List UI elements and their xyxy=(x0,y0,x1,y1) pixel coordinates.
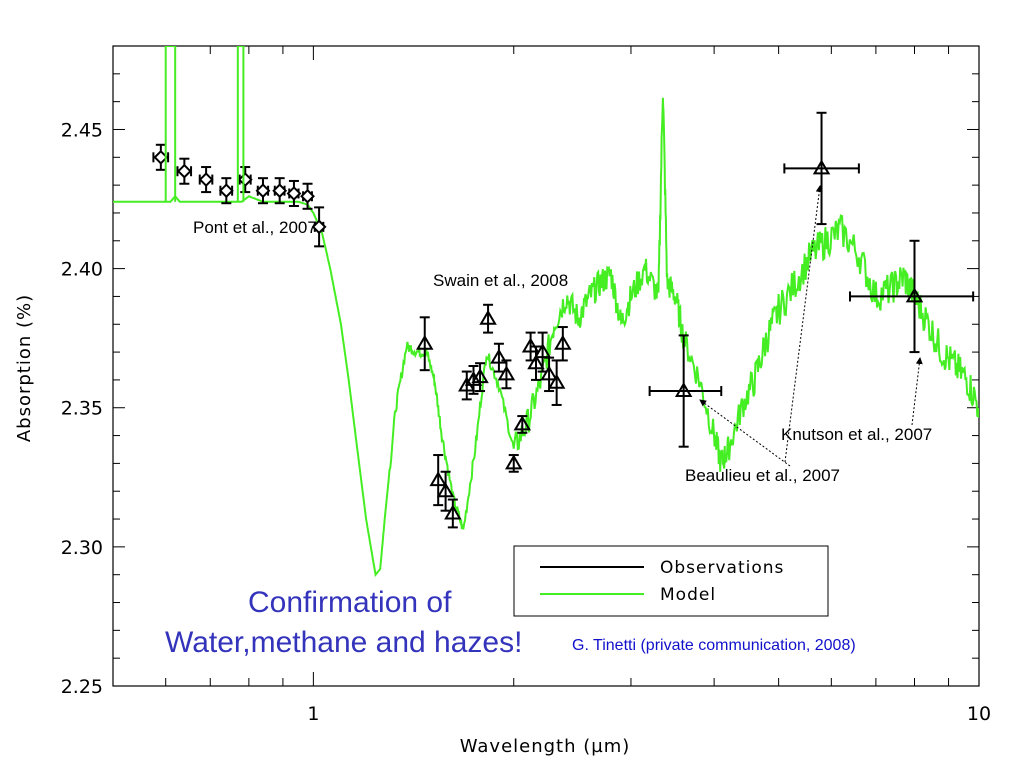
obs-point-triangle xyxy=(444,504,462,520)
confirmation-line-2: Water,methane and hazes! xyxy=(165,626,522,659)
obs-point-triangle xyxy=(540,365,558,381)
obs-point-triangle xyxy=(497,365,516,381)
plot-frame xyxy=(112,45,980,687)
obs-point-triangle xyxy=(436,482,455,498)
knutson-arrow-upper xyxy=(784,185,823,463)
obs-point-triangle xyxy=(479,309,497,325)
x-tick-label: 1 xyxy=(307,703,319,725)
y-tick-label: 2.25 xyxy=(61,676,103,698)
obs-point-triangle xyxy=(429,471,447,487)
obs-point-diamond xyxy=(272,183,288,199)
obs-point-diamond xyxy=(300,188,315,204)
annotation-knutson: Knutson et al., 2007 xyxy=(781,425,932,444)
y-tick-label: 2.40 xyxy=(61,259,103,281)
y-tick-label: 2.35 xyxy=(61,398,103,420)
obs-point-triangle xyxy=(674,382,693,398)
obs-point-triangle xyxy=(471,368,489,384)
y-tick-label: 2.45 xyxy=(61,119,103,141)
annotation-swain: Swain et al., 2008 xyxy=(433,271,568,290)
credit-note: G. Tinetti (private communication, 2008) xyxy=(572,637,856,654)
obs-point-triangle xyxy=(464,370,483,386)
obs-point-diamond xyxy=(218,183,234,199)
obs-point-triangle xyxy=(547,373,566,389)
model-spike xyxy=(236,46,245,202)
obs-point-triangle xyxy=(812,159,831,175)
observation-points xyxy=(152,111,975,529)
x-axis-title: Wavelength (µm) xyxy=(460,736,631,757)
legend-observations-label: Observations xyxy=(660,558,784,578)
annotation-beaulieu: Beaulieu et al., 2007 xyxy=(685,466,840,485)
obs-point-triangle xyxy=(527,354,545,370)
x-tick-labels: 1 10 xyxy=(307,703,991,725)
y-tick-labels: 2.25 2.30 2.35 2.40 2.45 xyxy=(61,119,103,698)
obs-point-triangle xyxy=(554,334,572,350)
obs-point-triangle xyxy=(513,415,532,431)
legend-model-label: Model xyxy=(660,585,716,605)
y-tick-label: 2.30 xyxy=(61,537,103,559)
obs-point-triangle xyxy=(905,287,924,303)
obs-point-diamond xyxy=(311,219,327,235)
obs-point-diamond xyxy=(198,172,214,187)
obs-point-triangle xyxy=(533,343,552,359)
beaulieu-arrow xyxy=(699,399,791,467)
obs-point-triangle xyxy=(505,454,523,470)
y-axis-title: Absorption (%) xyxy=(14,294,35,442)
obs-point-diamond xyxy=(237,172,253,187)
obs-point-diamond xyxy=(286,186,302,201)
obs-point-triangle xyxy=(490,348,508,364)
model-spike xyxy=(164,46,177,202)
legend: Observations Model xyxy=(513,545,829,617)
axis-ticks xyxy=(112,45,980,687)
annotation-pont: Pont et al., 2007 xyxy=(193,218,317,237)
obs-point-triangle xyxy=(416,334,434,350)
obs-point-diamond xyxy=(255,183,271,199)
model-series-line xyxy=(113,97,979,578)
confirmation-line-1: Confirmation of xyxy=(248,586,452,619)
obs-point-diamond xyxy=(176,163,192,179)
knutson-arrow-lower xyxy=(911,357,923,426)
x-tick-label: 10 xyxy=(967,703,991,725)
